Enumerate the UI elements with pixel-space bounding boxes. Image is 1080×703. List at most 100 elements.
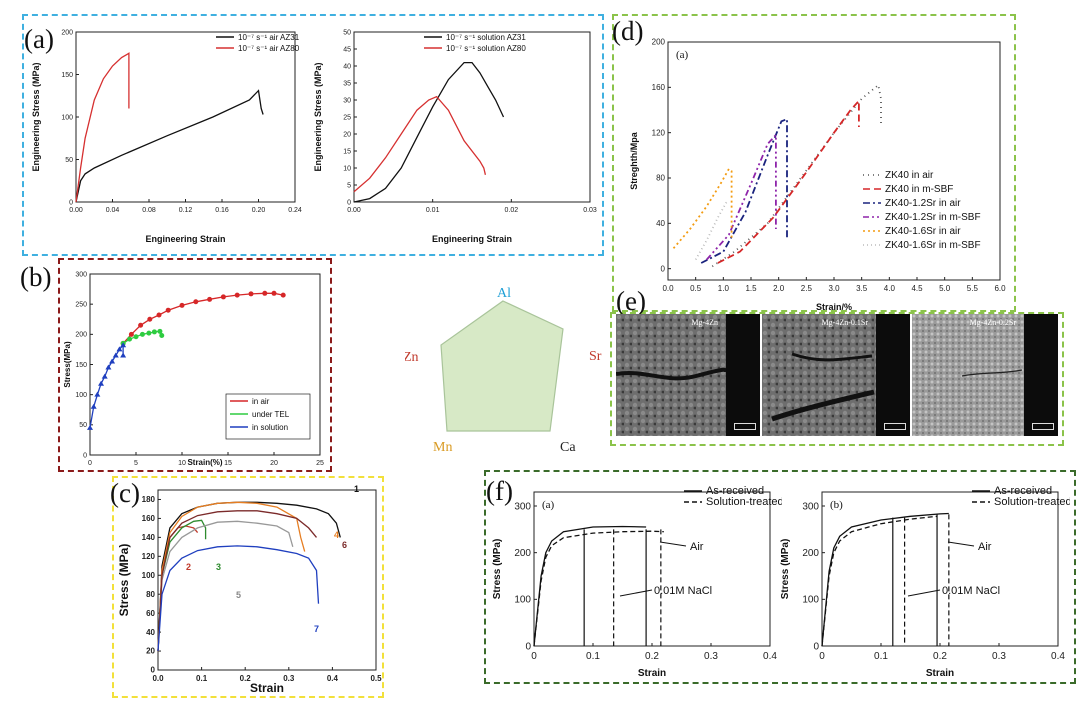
x-tick-label: 0.00 bbox=[69, 207, 83, 214]
x-tick-label: 0.01 bbox=[426, 207, 440, 214]
x-tick-label: 0.4 bbox=[1051, 651, 1065, 662]
series-line-as-received bbox=[821, 512, 949, 647]
series-line-in-solution bbox=[89, 343, 124, 428]
annotation-arrow bbox=[619, 589, 653, 597]
y-tick-label: 300 bbox=[514, 501, 531, 512]
x-tick-label: 0.3 bbox=[992, 651, 1006, 662]
x-tick-label: 0.5 bbox=[370, 674, 382, 683]
y-tick-label: 140 bbox=[142, 533, 156, 542]
data-point bbox=[151, 329, 157, 335]
x-tick-label: 6.0 bbox=[994, 284, 1006, 293]
y-tick-label: 20 bbox=[146, 647, 155, 656]
y-tick-label: 250 bbox=[75, 302, 87, 309]
x-tick-label: 0.00 bbox=[347, 207, 361, 214]
x-tick-label: 2.0 bbox=[773, 284, 785, 293]
x-tick-label: 0.08 bbox=[142, 207, 156, 214]
x-tick-label: 1.0 bbox=[718, 284, 730, 293]
y-tick-label: 120 bbox=[142, 552, 156, 561]
data-point bbox=[193, 299, 199, 305]
series-line-solution-treated bbox=[533, 530, 664, 647]
y-tick-label: 35 bbox=[343, 80, 351, 87]
x-tick-label: 0.12 bbox=[179, 207, 193, 214]
series-line-zk40-in-air bbox=[711, 83, 882, 268]
y-tick-label: 0 bbox=[525, 641, 531, 652]
legend-label: ZK40-1.2Sr in m-SBF bbox=[885, 212, 981, 223]
data-point bbox=[101, 373, 108, 379]
panel-label-c: (c) bbox=[110, 478, 140, 508]
chart-a2-stress-strain-solution: 0.00 0.01 0.02 0.03 0 5 10 15 20 25 30 35 40 45 50 Engi… bbox=[313, 29, 597, 244]
x-axis-label: Strain bbox=[926, 668, 954, 679]
data-point bbox=[120, 342, 127, 348]
y-axis-label: Stress (MPa) bbox=[780, 539, 791, 600]
y-tick-label: 20 bbox=[343, 131, 351, 138]
plot-area bbox=[533, 491, 771, 647]
y-tick-label: 0 bbox=[151, 666, 156, 675]
y-tick-label: 50 bbox=[65, 157, 73, 164]
crack-line bbox=[961, 369, 1023, 377]
plot-area bbox=[157, 489, 377, 671]
data-point bbox=[116, 346, 123, 352]
curve-number-6: 6 bbox=[342, 540, 347, 550]
x-tick-label: 0 bbox=[531, 651, 537, 662]
x-tick-label: 0 bbox=[819, 651, 825, 662]
y-tick-label: 200 bbox=[802, 548, 819, 559]
pentagon-shape bbox=[440, 300, 564, 432]
data-point bbox=[109, 358, 116, 364]
y-tick-label: 40 bbox=[656, 219, 665, 228]
data-point bbox=[220, 294, 226, 300]
frame-a bbox=[22, 14, 604, 256]
y-tick-label: 80 bbox=[656, 174, 665, 183]
x-tick-label: 25 bbox=[316, 460, 324, 467]
y-tick-label: 0 bbox=[347, 199, 351, 206]
x-tick-label: 2.5 bbox=[801, 284, 813, 293]
annotation-air: Air bbox=[690, 541, 704, 553]
series-line-7 bbox=[157, 545, 320, 652]
data-point bbox=[179, 302, 185, 308]
legend-label: under TEL bbox=[252, 410, 290, 419]
y-tick-label: 300 bbox=[802, 501, 819, 512]
panel-label-f: (f) bbox=[486, 476, 513, 506]
plot-area bbox=[353, 31, 591, 203]
data-point bbox=[98, 380, 105, 386]
legend-label: ZK40-1.2Sr in air bbox=[885, 198, 961, 209]
chart-f2-stress-strain: 0 0.1 0.2 0.3 0.4 0 100 200 300 Strain Stress (MPa… bbox=[780, 485, 1070, 679]
y-tick-label: 200 bbox=[75, 332, 87, 339]
legend-label: ZK40-1.6Sr in air bbox=[885, 226, 961, 237]
chart-a1-stress-strain-air: 0.00 0.04 0.08 0.12 0.16 0.20 0.24 0 50 100 150 200… bbox=[31, 29, 302, 244]
y-tick-label: 15 bbox=[343, 148, 351, 155]
series-line-as-received bbox=[533, 525, 647, 647]
chart-d-strength-strain: 0.0 0.5 1.0 1.5 2.0 2.5 3.0 3.5 4.0 4.5 5.0 5.5 6.0 0… bbox=[629, 38, 1006, 312]
data-point bbox=[147, 316, 153, 322]
x-tick-label: 0.4 bbox=[763, 651, 777, 662]
series-line-4 bbox=[157, 501, 306, 652]
y-tick-label: 50 bbox=[343, 29, 351, 36]
data-point bbox=[165, 307, 171, 313]
panel-label-a: (a) bbox=[24, 24, 54, 54]
data-point bbox=[248, 291, 254, 297]
series-line-zk40-1-2sr-in-m-sbf bbox=[706, 132, 777, 261]
pentagon-vertex-mn: Mn bbox=[433, 440, 452, 455]
data-point bbox=[146, 330, 152, 336]
data-point bbox=[105, 364, 112, 370]
x-axis-label: Engineering Strain bbox=[145, 234, 225, 244]
x-tick-label: 4.0 bbox=[884, 284, 896, 293]
panel-label-d: (d) bbox=[612, 16, 644, 46]
y-tick-label: 160 bbox=[142, 514, 156, 523]
legend-label: ZK40-1.6Sr in m-SBF bbox=[885, 240, 981, 251]
annotation-nacl: 0.01M NaCl bbox=[942, 585, 1000, 597]
x-tick-label: 1.5 bbox=[745, 284, 757, 293]
x-tick-label: 0.03 bbox=[583, 207, 597, 214]
legend-label: ZK40 in m-SBF bbox=[885, 184, 953, 195]
data-point bbox=[234, 292, 240, 298]
micrograph-label: Mg-4Zn-0.2Sr bbox=[969, 318, 1016, 327]
data-point bbox=[87, 424, 93, 430]
x-tick-label: 3.5 bbox=[856, 284, 868, 293]
y-axis-label: Engineering Stress (MPa) bbox=[31, 62, 41, 171]
y-axis-label: Engineering Stress (MPa) bbox=[313, 62, 323, 171]
y-tick-label: 100 bbox=[75, 392, 87, 399]
series-line-10-s-air-az80 bbox=[75, 52, 130, 203]
frame-d bbox=[612, 14, 1016, 312]
x-tick-label: 0.1 bbox=[196, 674, 208, 683]
x-tick-label: 0.20 bbox=[252, 207, 266, 214]
data-point bbox=[207, 296, 213, 302]
